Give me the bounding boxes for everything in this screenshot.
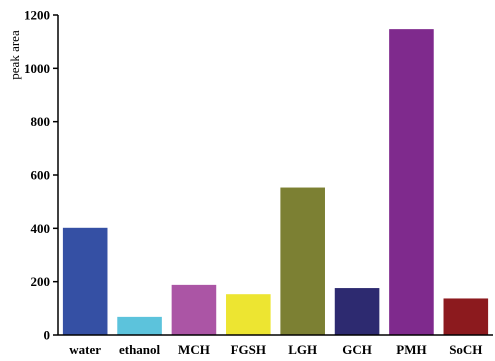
x-tick-label-lgh: LGH [288, 342, 317, 356]
x-tick-label-pmh: PMH [396, 342, 426, 356]
bar-fgsh [226, 294, 271, 335]
bar-pmh [389, 29, 434, 336]
bars-layer [62, 29, 489, 336]
bar-lgh [280, 187, 325, 335]
bar-mch [171, 284, 217, 335]
x-tick-label-water: water [69, 342, 101, 356]
bar-ethanol [117, 316, 162, 335]
y-tick-label: 1000 [24, 61, 50, 76]
x-tick-label-fgsh: FGSH [231, 342, 266, 356]
y-tick-label: 400 [31, 221, 51, 236]
bar-water [62, 227, 108, 335]
x-tick-labels: water ethanol MCH FGSH LGH GCH PMH SoCH [69, 342, 482, 357]
bar-soch [443, 298, 489, 335]
y-tick-label: 800 [31, 114, 51, 129]
x-tick-label-mch: MCH [178, 342, 210, 356]
y-tick-label: 1200 [24, 8, 50, 23]
x-tick-label-ethanol: ethanol [119, 342, 161, 356]
bar-gch [334, 288, 380, 335]
y-ticks: 0 200 400 600 800 1000 1200 [24, 8, 58, 343]
x-tick-label-gch: GCH [342, 342, 372, 356]
x-tick-label-soch: SoCH [449, 342, 482, 356]
y-tick-label: 200 [31, 274, 51, 289]
y-tick-label: 600 [31, 168, 51, 183]
y-tick-label: 0 [44, 328, 51, 343]
y-axis-title: peak area [7, 30, 22, 80]
